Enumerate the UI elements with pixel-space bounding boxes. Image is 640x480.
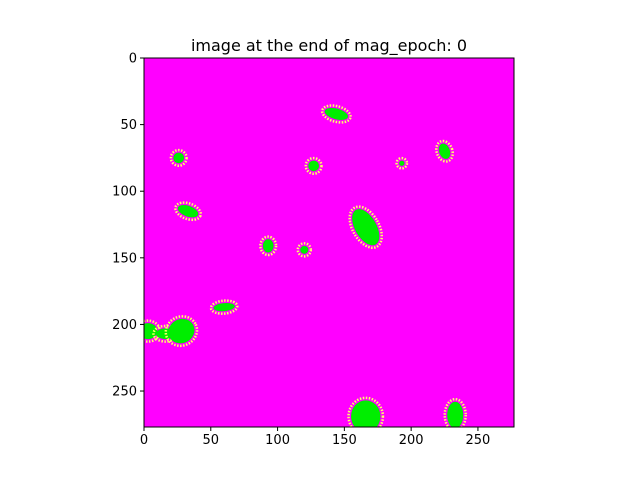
y-tick-label: 200	[112, 318, 137, 333]
x-tick-label: 0	[140, 433, 148, 448]
y-tick-label: 100	[112, 185, 137, 200]
blob-halo	[304, 156, 323, 175]
blob-halo	[348, 205, 384, 249]
x-tick-label: 50	[203, 433, 220, 448]
blob-halo	[347, 396, 385, 427]
x-tick-label: 200	[399, 433, 424, 448]
blob	[300, 245, 309, 254]
blob	[399, 160, 405, 166]
blob-halo	[259, 235, 278, 257]
y-tick-label: 250	[112, 385, 137, 400]
blob-halo	[435, 139, 454, 163]
blob	[447, 401, 464, 427]
blob	[308, 160, 319, 172]
blob	[352, 209, 380, 246]
x-tick-label: 150	[332, 433, 357, 448]
blob-halo	[152, 324, 179, 343]
blob-halo	[174, 201, 203, 222]
y-tick-label: 0	[129, 52, 137, 67]
y-tick-label: 150	[112, 251, 137, 266]
x-tick-label: 250	[466, 433, 491, 448]
image-blobs	[144, 104, 467, 427]
chart-title: image at the end of mag_epoch: 0	[191, 36, 467, 56]
blob	[177, 204, 199, 218]
y-tick-label: 50	[120, 118, 137, 133]
blob	[351, 400, 381, 427]
blob	[144, 323, 158, 340]
blob	[438, 143, 451, 159]
blob-halo	[443, 397, 467, 427]
blob	[213, 303, 235, 312]
blob-halo	[395, 156, 409, 170]
blob-halo	[296, 242, 313, 258]
image-background	[144, 58, 514, 427]
blob-halo	[169, 148, 188, 167]
blob	[173, 152, 185, 164]
x-tick-label: 100	[265, 433, 290, 448]
plot-frame	[143, 57, 515, 428]
blob-halo	[164, 315, 199, 348]
x-axis: 0 50 100 150 200 250	[140, 427, 490, 448]
y-axis: 0 50 100 150 200 250	[112, 52, 144, 400]
blob	[324, 107, 349, 120]
blob-halo	[209, 299, 239, 315]
blob	[262, 239, 274, 253]
blob	[168, 318, 195, 344]
